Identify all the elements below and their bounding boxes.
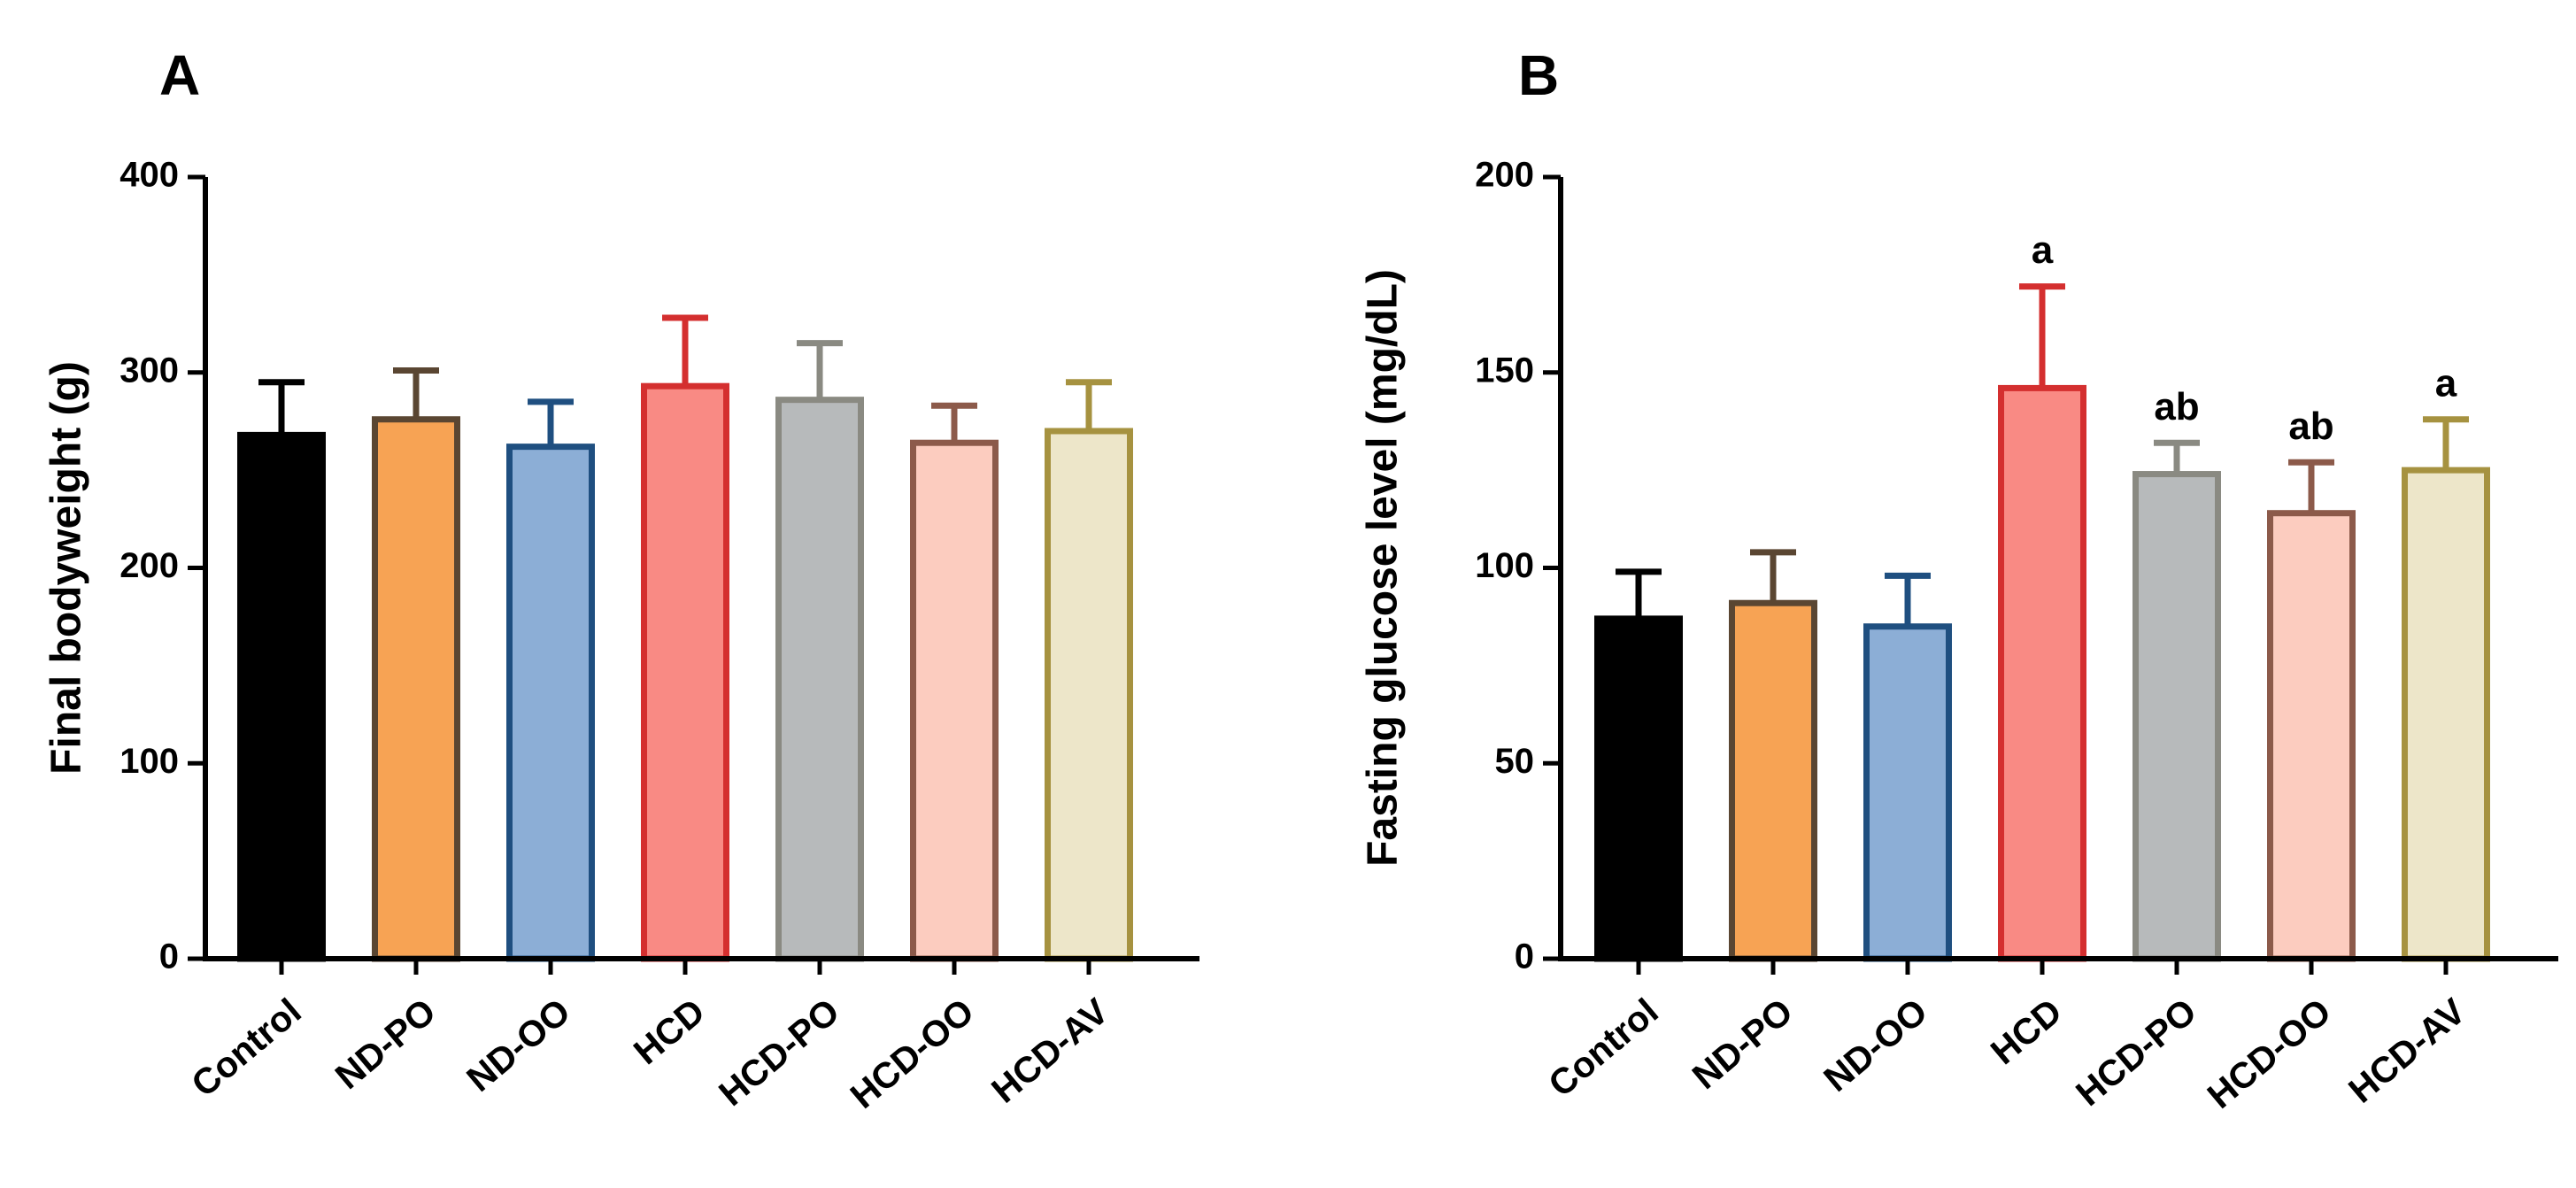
bar-control [237,431,326,962]
y-tick-label: 50 [1495,742,1535,781]
y-tick-label: 0 [159,937,179,976]
y-axis-title: Final bodyweight (g) [43,361,90,775]
panel-letter: A [159,43,200,107]
panel-letter: B [1518,43,1559,107]
bar-hcd-po [775,397,864,962]
y-axis-title: Fasting glucose level (mg/dL) [1360,269,1407,867]
bar-nd-po [372,416,460,962]
bar-control [1594,615,1683,962]
x-tick-label: ND-PO [328,991,443,1097]
bar-hcd [1998,384,2086,962]
y-tick-label: 100 [1475,546,1534,585]
x-tick-label: ND-OO [1816,991,1934,1099]
x-tick-label: HCD [1983,991,2070,1072]
bar-nd-po [1729,599,1817,962]
bar-hcd-av [2402,467,2490,962]
panel-a: A Final bodyweight (g) Control ND-PO ND-OO HC… [43,43,1199,1116]
x-tick-label: HCD-OO [2200,991,2339,1116]
y-tick-label: 0 [1515,937,1534,976]
x-tick-label: HCD-PO [711,991,846,1114]
x-tick-label: HCD-AV [983,991,1116,1111]
x-tick-label: HCD [626,991,713,1072]
significance-label: ab [2288,405,2333,448]
bar-hcd-oo [2267,510,2356,962]
bar-hcd-av [1045,428,1133,962]
x-tick-label: ND-OO [459,991,577,1099]
x-tick-label: ND-PO [1685,991,1801,1097]
bar-hcd-oo [910,439,999,962]
bar-hcd-po [2133,471,2221,962]
significance-label: a [2435,361,2457,405]
y-tick-label: 150 [1475,351,1534,390]
x-tick-label: Control [184,991,309,1105]
x-tick-label: HCD-OO [843,991,982,1116]
y-tick-label: 400 [120,156,179,195]
x-tick-label: HCD-AV [2341,991,2473,1111]
y-tick-label: 200 [120,546,179,585]
x-tick-label: Control [1541,991,1666,1105]
bar-nd-oo [1863,623,1952,962]
significance-label: a [2032,228,2054,272]
y-tick-label: 100 [120,742,179,781]
bar-hcd [641,382,729,962]
x-tick-label: HCD-PO [2068,991,2203,1114]
y-tick-label: 200 [1475,156,1534,195]
y-tick-label: 300 [120,351,179,390]
bar-nd-oo [506,444,595,962]
significance-label: ab [2154,385,2199,428]
